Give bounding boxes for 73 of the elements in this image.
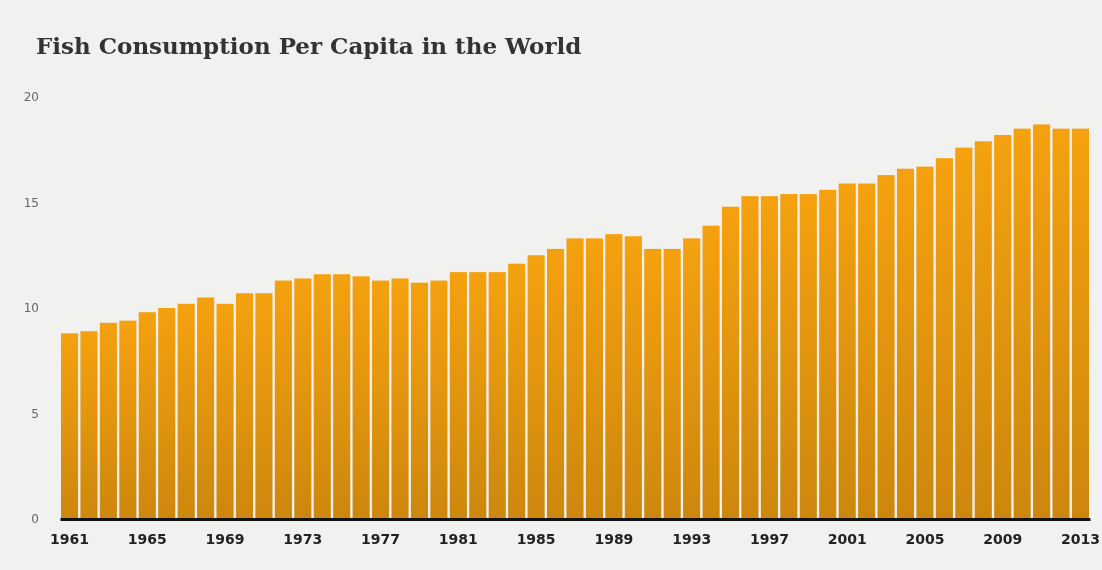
x-tick-label: 2013 <box>1060 531 1100 548</box>
y-tick-label: 0 <box>31 512 39 527</box>
bar <box>955 147 973 519</box>
bar <box>799 194 817 519</box>
bar <box>1013 128 1031 519</box>
bar <box>80 331 98 519</box>
bar <box>1052 128 1070 519</box>
bar <box>819 189 837 519</box>
bar <box>235 293 254 519</box>
bar <box>702 225 720 519</box>
bar <box>449 272 467 519</box>
x-tick-label: 1977 <box>361 531 401 548</box>
bar <box>644 248 662 519</box>
bar <box>119 320 137 519</box>
x-tick-label: 1973 <box>283 531 323 548</box>
x-tick-label: 1997 <box>749 531 789 548</box>
bar <box>527 255 545 519</box>
bar <box>760 196 778 519</box>
bar <box>605 234 623 519</box>
bar <box>274 280 292 519</box>
bar <box>1033 124 1051 519</box>
x-tick-label: 1961 <box>50 531 90 548</box>
bar <box>294 278 312 519</box>
bar <box>994 134 1012 519</box>
bar <box>430 280 448 519</box>
bar <box>916 166 934 519</box>
chart-title: Fish Consumption Per Capita in the World <box>36 32 582 59</box>
y-tick-label: 15 <box>23 195 39 210</box>
bar <box>99 322 117 519</box>
bar <box>255 293 273 519</box>
bar <box>333 274 351 519</box>
bar <box>683 238 701 519</box>
x-tick-label: 1989 <box>594 531 634 548</box>
bar <box>216 303 234 519</box>
bar <box>858 183 876 519</box>
bar <box>663 248 681 519</box>
x-tick-label: 2005 <box>905 531 945 548</box>
x-tick-label: 1969 <box>205 531 245 548</box>
bar <box>1071 128 1090 519</box>
bar <box>391 278 409 519</box>
bar <box>566 238 584 519</box>
bar <box>488 272 506 519</box>
y-tick-label: 10 <box>23 301 39 316</box>
bar <box>585 238 603 519</box>
bar <box>138 312 156 519</box>
bar <box>877 175 895 519</box>
y-tick-label: 20 <box>23 90 39 105</box>
x-tick-label: 1981 <box>438 531 478 548</box>
bar <box>197 297 215 519</box>
x-tick-label: 1965 <box>127 531 167 548</box>
bar <box>721 206 740 519</box>
x-tick-label: 1985 <box>516 531 556 548</box>
bar <box>624 236 642 519</box>
bar <box>352 276 370 519</box>
x-tick-label: 2009 <box>983 531 1023 548</box>
bar <box>896 168 915 519</box>
bar <box>508 263 526 519</box>
bar <box>469 272 487 519</box>
bar <box>838 183 856 519</box>
bar <box>741 196 759 519</box>
bar <box>177 303 195 519</box>
y-tick-label: 5 <box>31 406 39 421</box>
x-tick-label: 1993 <box>672 531 712 548</box>
bar <box>935 158 953 519</box>
bar <box>974 141 992 519</box>
bar <box>410 282 429 519</box>
bar <box>547 248 565 519</box>
bar <box>313 274 331 519</box>
x-tick-label: 2001 <box>827 531 867 548</box>
bar <box>158 308 176 519</box>
bar <box>780 194 798 519</box>
bar <box>372 280 390 519</box>
bar <box>60 333 79 519</box>
